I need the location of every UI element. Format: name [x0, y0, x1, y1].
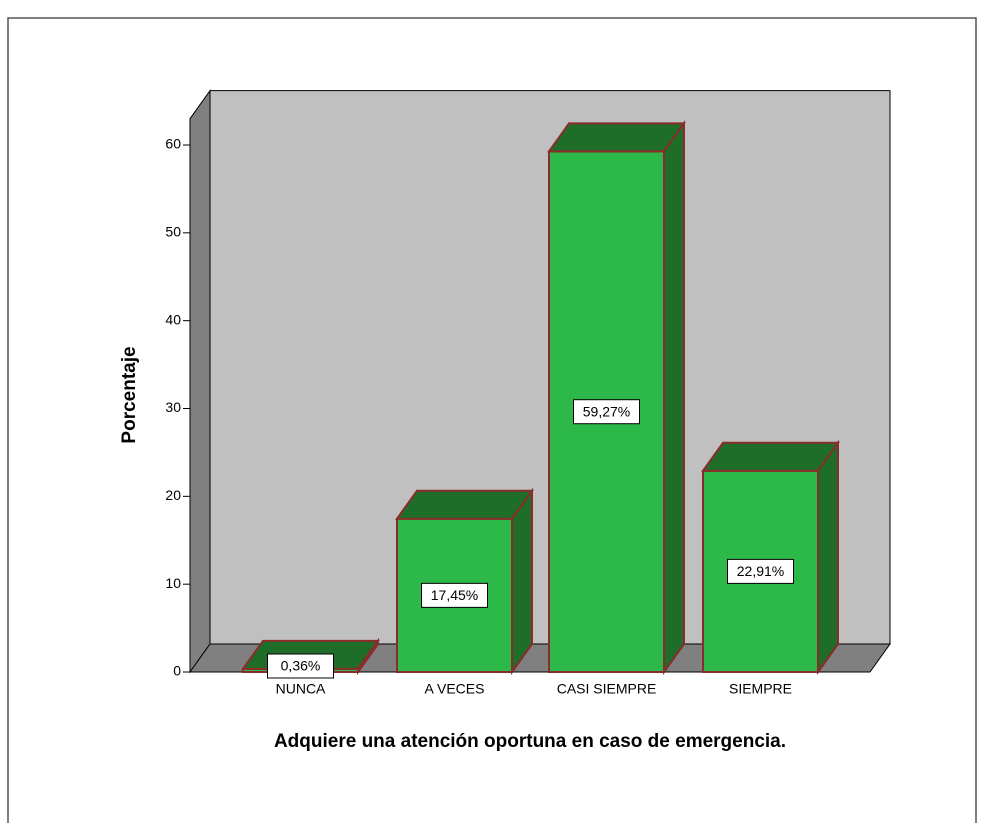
x-tick-label: SIEMPRE — [729, 681, 792, 697]
y-tick-label: 30 — [165, 399, 181, 415]
bar-top — [547, 122, 686, 153]
value-label-box — [727, 558, 794, 584]
value-label: 0,36% — [281, 658, 321, 674]
value-label: 59,27% — [583, 403, 630, 419]
bar-side — [663, 120, 685, 676]
y-tick-label: 20 — [165, 487, 181, 503]
bar-top — [701, 441, 840, 472]
y-tick-label: 50 — [165, 224, 181, 240]
value-label-box — [267, 653, 334, 679]
y-axis-title: Porcentaje — [119, 346, 140, 443]
y-tick-label: 10 — [165, 575, 181, 591]
bar-top — [395, 489, 534, 520]
bar-side — [357, 637, 379, 676]
bar-side — [511, 487, 533, 676]
x-tick-label: CASI SIEMPRE — [557, 681, 657, 697]
y-tick-label: 0 — [173, 663, 181, 679]
side-wall — [189, 89, 211, 674]
x-axis-title: Adquiere una atención oportuna en caso d… — [274, 731, 786, 752]
value-label: 22,91% — [737, 563, 784, 579]
value-label-box — [421, 582, 488, 608]
x-tick-label: A VECES — [425, 681, 485, 697]
bar-side — [817, 439, 839, 676]
y-tick-label: 40 — [165, 311, 181, 327]
y-tick-label: 60 — [165, 136, 181, 152]
value-label: 17,45% — [431, 587, 478, 603]
x-tick-label: NUNCA — [276, 681, 326, 697]
value-label-box — [573, 399, 640, 425]
frame — [7, 17, 977, 823]
